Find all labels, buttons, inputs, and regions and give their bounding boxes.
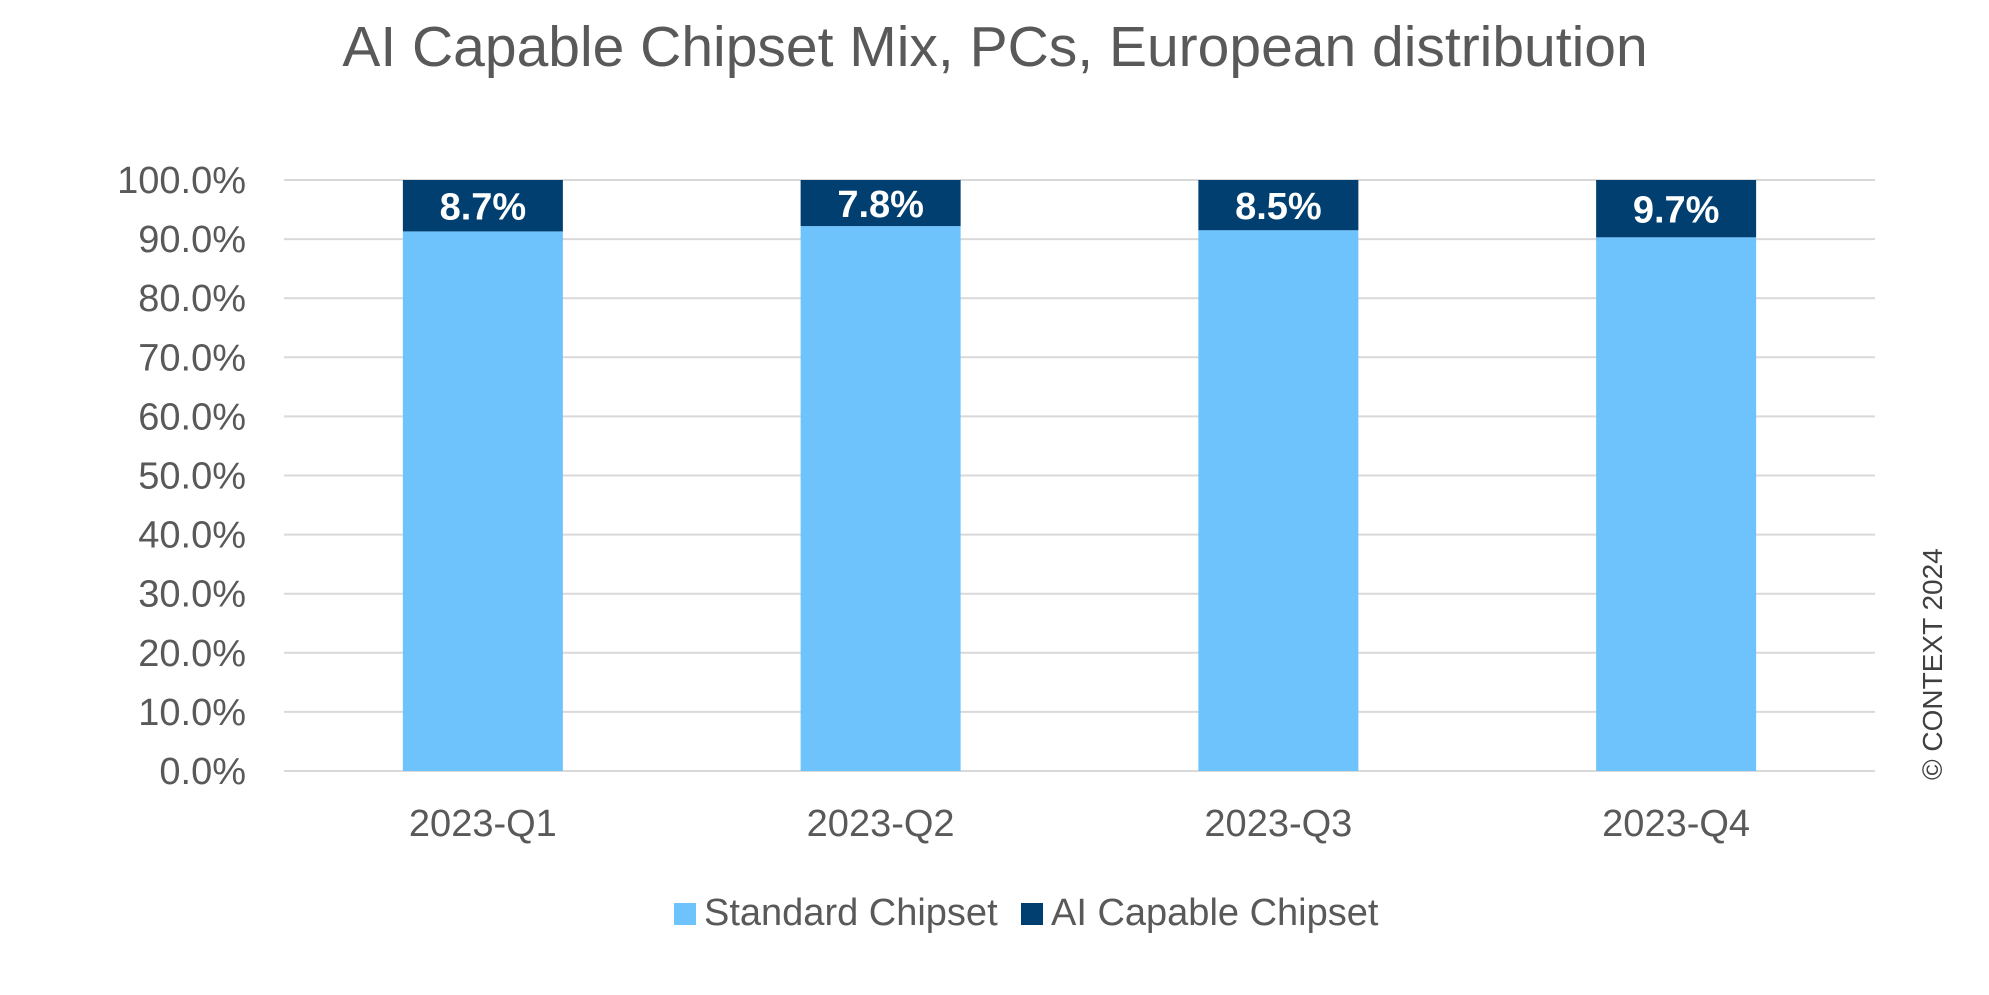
y-tick-label: 100.0% bbox=[117, 160, 246, 202]
bar-ai-capable-chipset bbox=[1596, 180, 1757, 238]
y-tick-label: 20.0% bbox=[138, 633, 246, 675]
bar-ai-capable-chipset bbox=[402, 180, 563, 232]
bar-standard-chipset bbox=[1596, 237, 1757, 771]
y-tick-label: 80.0% bbox=[138, 278, 246, 320]
bar-standard-chipset bbox=[402, 231, 563, 772]
y-tick-label: 50.0% bbox=[138, 456, 246, 498]
legend-label: AI Capable Chipset bbox=[1051, 892, 1379, 934]
bar-standard-chipset bbox=[800, 226, 961, 771]
copyright-text: © CONTEXT 2024 bbox=[1917, 548, 1948, 780]
data-label: 9.7% bbox=[1633, 190, 1720, 232]
x-category-label: 2023-Q2 bbox=[807, 803, 955, 845]
y-tick-label: 40.0% bbox=[138, 515, 246, 557]
x-axis-categories: 2023-Q1 2023-Q2 2023-Q3 2023-Q4 bbox=[409, 803, 1750, 845]
legend-swatch bbox=[1021, 903, 1043, 925]
y-tick-label: 70.0% bbox=[138, 337, 246, 379]
x-category-label: 2023-Q1 bbox=[409, 803, 557, 845]
y-tick-label: 30.0% bbox=[138, 574, 246, 616]
legend-swatch bbox=[674, 903, 696, 925]
data-label: 7.8% bbox=[837, 184, 924, 226]
x-category-label: 2023-Q4 bbox=[1602, 803, 1750, 845]
data-labels: 8.7% 7.8% 8.5% 9.7% bbox=[440, 184, 1720, 232]
bar-ai-capable-chipset bbox=[800, 180, 961, 227]
bar-ai-capable-chipset bbox=[1198, 180, 1359, 231]
legend: Standard Chipset AI Capable Chipset bbox=[674, 892, 1379, 934]
x-category-label: 2023-Q3 bbox=[1204, 803, 1352, 845]
y-tick-label: 60.0% bbox=[138, 396, 246, 438]
y-tick-label: 90.0% bbox=[138, 219, 246, 261]
chart-title: AI Capable Chipset Mix, PCs, European di… bbox=[342, 15, 1647, 79]
y-axis-ticks: 0.0% 10.0% 20.0% 30.0% 40.0% 50.0% 60.0% 70.0% 8… bbox=[117, 160, 246, 793]
y-tick-label: 10.0% bbox=[138, 692, 246, 734]
y-tick-label: 0.0% bbox=[159, 751, 246, 793]
data-label: 8.5% bbox=[1235, 186, 1322, 228]
legend-label: Standard Chipset bbox=[704, 892, 998, 934]
data-label: 8.7% bbox=[440, 187, 527, 229]
bar-standard-chipset bbox=[1198, 230, 1359, 772]
bars bbox=[402, 180, 1757, 772]
